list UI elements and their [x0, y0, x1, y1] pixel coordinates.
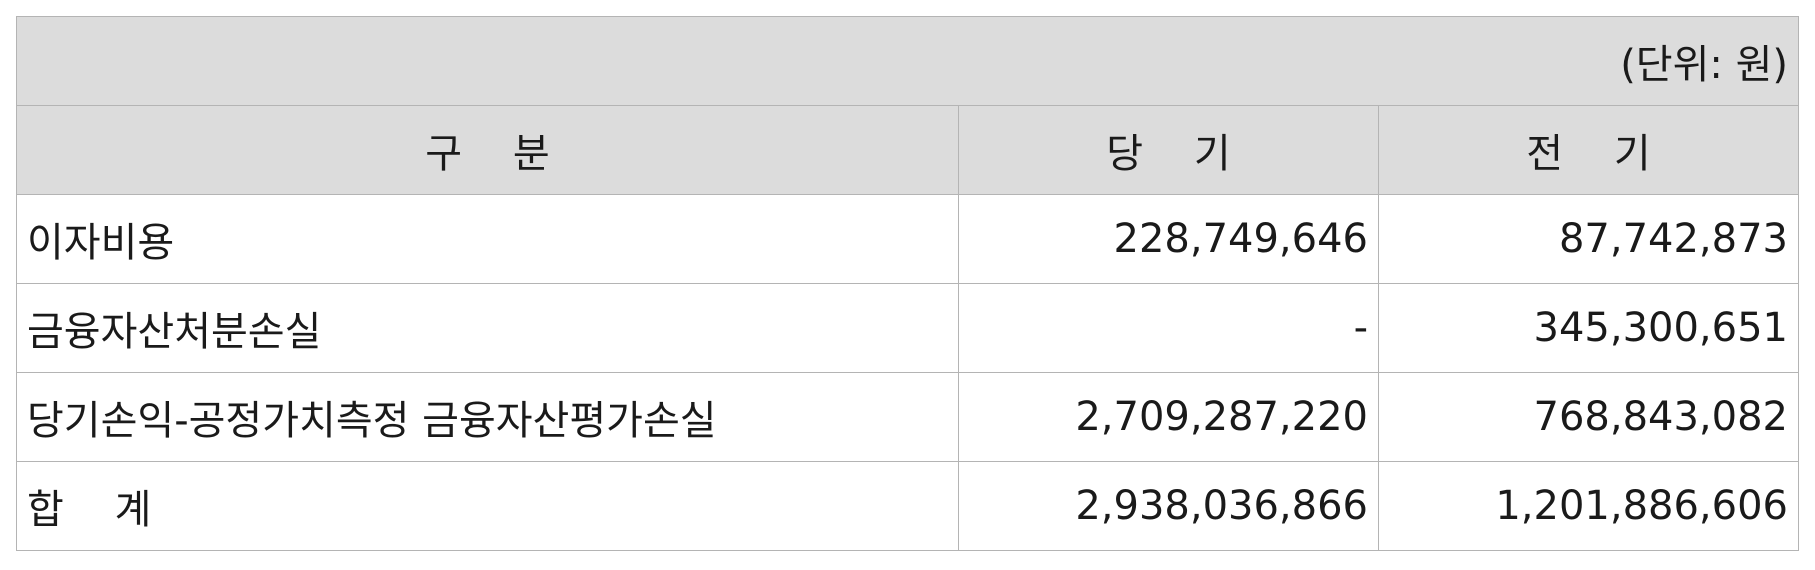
header-current-period: 당 기 — [958, 105, 1379, 195]
total-label: 합 계 — [16, 461, 959, 551]
previous-value: 345,300,651 — [1378, 283, 1799, 373]
current-value: 228,749,646 — [958, 194, 1379, 284]
unit-row: (단위: 원) — [16, 16, 1799, 106]
table-row: 이자비용 228,749,646 87,742,873 — [16, 194, 1799, 284]
total-previous-value: 1,201,886,606 — [1378, 461, 1799, 551]
table-row: 금융자산처분손실 - 345,300,651 — [16, 283, 1799, 373]
current-value: - — [958, 283, 1379, 373]
row-label: 이자비용 — [16, 194, 959, 284]
header-row: 구 분 당 기 전 기 — [16, 105, 1799, 195]
total-current-value: 2,938,036,866 — [958, 461, 1379, 551]
row-label: 금융자산처분손실 — [16, 283, 959, 373]
row-label: 당기손익-공정가치측정 금융자산평가손실 — [16, 372, 959, 462]
header-previous-period: 전 기 — [1378, 105, 1799, 195]
table-row: 당기손익-공정가치측정 금융자산평가손실 2,709,287,220 768,8… — [16, 372, 1799, 462]
header-category: 구 분 — [16, 105, 959, 195]
expense-table: (단위: 원) 구 분 당 기 전 기 이자비용 228,749,646 87,… — [16, 16, 1799, 551]
total-row: 합 계 2,938,036,866 1,201,886,606 — [16, 461, 1799, 551]
previous-value: 768,843,082 — [1378, 372, 1799, 462]
current-value: 2,709,287,220 — [958, 372, 1379, 462]
unit-label: (단위: 원) — [16, 16, 1799, 106]
previous-value: 87,742,873 — [1378, 194, 1799, 284]
